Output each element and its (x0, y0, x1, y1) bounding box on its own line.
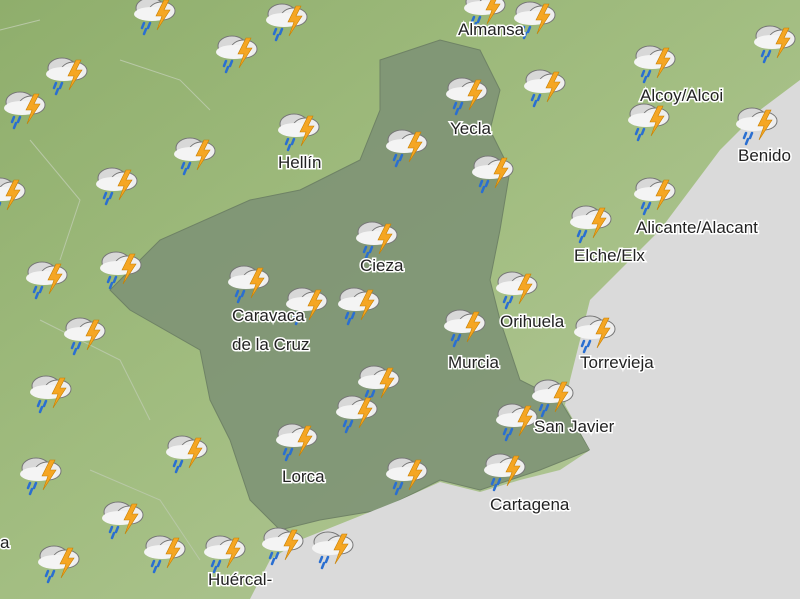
place-label: Hellín (278, 153, 321, 172)
place-label: Murcia (448, 353, 500, 372)
place-label: San Javier (534, 417, 615, 436)
place-label: Cieza (360, 256, 404, 275)
place-label: Huércal- (208, 570, 272, 589)
place-label: Orihuela (500, 312, 565, 331)
place-label: Lorca (282, 467, 325, 486)
place-label: a (0, 533, 10, 552)
place-label: Cartagena (490, 495, 570, 514)
place-label: Torrevieja (580, 353, 654, 372)
sea (250, 80, 800, 599)
place-label: Benido (738, 146, 791, 165)
place-label: Caravaca (232, 306, 305, 325)
place-label: Elche/Elx (574, 246, 645, 265)
place-label: de la Cruz (232, 335, 309, 354)
place-label: Alicante/Alacant (636, 218, 758, 237)
labels: Almansa Alcoy/Alcoi Yecla Hellín Benido Alica… (0, 19, 792, 591)
borders (0, 19, 211, 561)
place-label: Almansa (458, 20, 525, 39)
place-label: Alcoy/Alcoi (640, 86, 723, 105)
place-label: Yecla (450, 119, 492, 138)
